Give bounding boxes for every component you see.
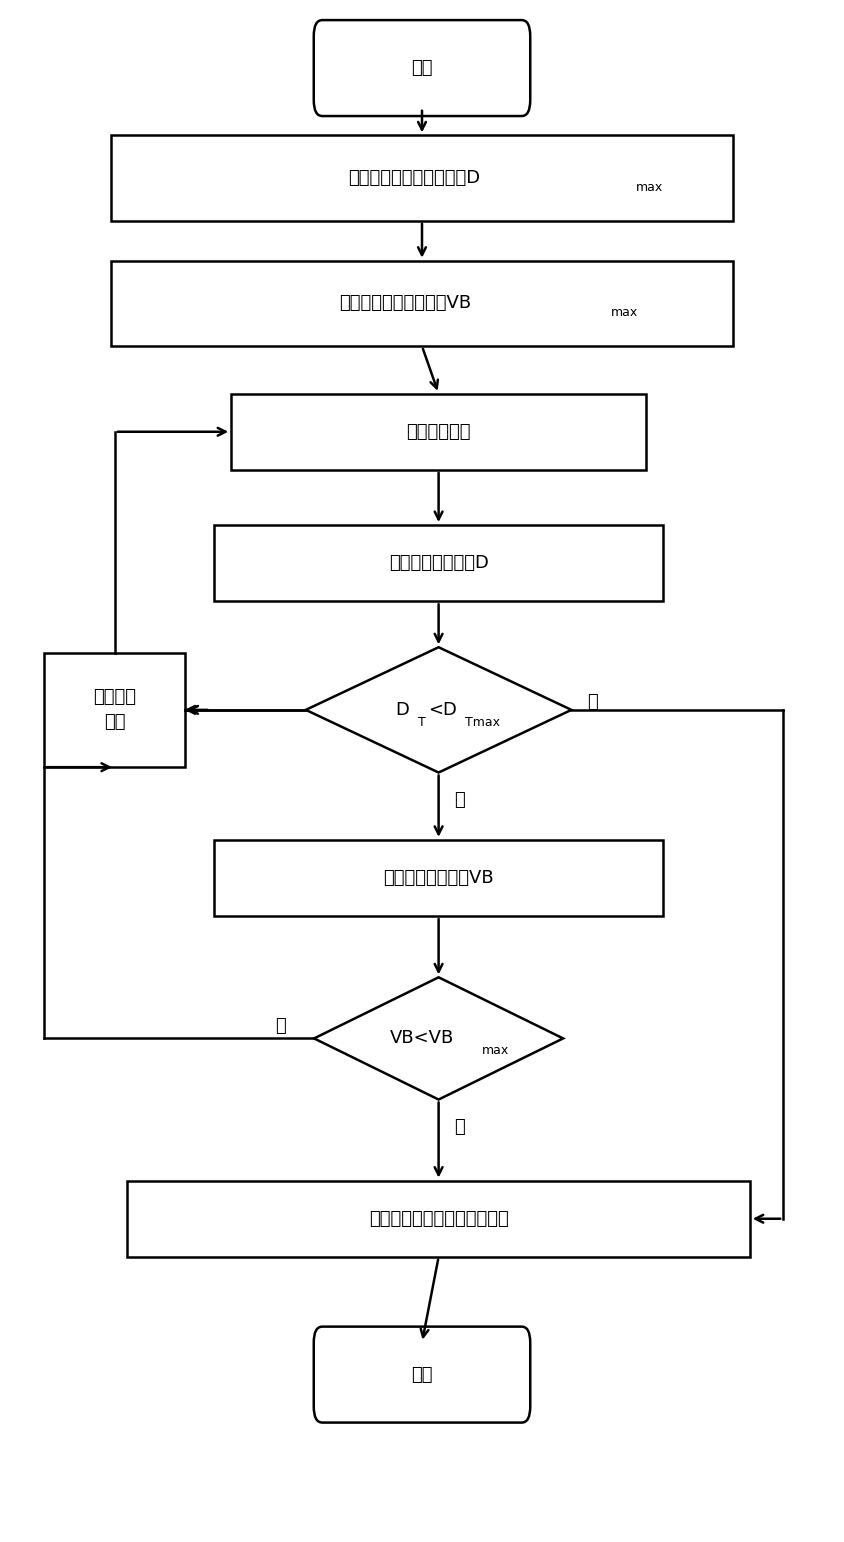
Text: 开始: 开始 [411, 59, 433, 77]
Text: max: max [636, 180, 663, 194]
Text: 设置孔径尺寸精度标准：D: 设置孔径尺寸精度标准：D [348, 170, 479, 187]
Bar [111, 136, 733, 221]
Text: D: D [396, 702, 409, 719]
Text: Tmax: Tmax [465, 715, 500, 729]
Text: 否: 否 [454, 1118, 465, 1136]
Bar [231, 393, 647, 470]
Bar [214, 840, 663, 916]
FancyBboxPatch shape [314, 1326, 530, 1423]
Polygon shape [314, 978, 563, 1099]
FancyBboxPatch shape [314, 20, 530, 116]
Bar [111, 261, 733, 347]
Text: T: T [418, 715, 426, 729]
Text: 否: 否 [587, 694, 598, 711]
Text: max: max [481, 1044, 509, 1058]
Text: 结束: 结束 [411, 1366, 433, 1383]
Text: 设置后刀面磨钝标准：VB: 设置后刀面磨钝标准：VB [339, 295, 472, 313]
Text: 铰刀刀具寿命：当前铰孔数量: 铰刀刀具寿命：当前铰孔数量 [369, 1210, 508, 1227]
Text: 计算后刀面磨损值VB: 计算后刀面磨损值VB [383, 870, 494, 887]
Text: 是: 是 [275, 1018, 286, 1035]
Bar [214, 524, 663, 601]
Text: VB<VB: VB<VB [390, 1030, 454, 1047]
Bar [127, 1181, 749, 1257]
Polygon shape [306, 648, 571, 773]
Text: 计算孔径尺寸误差D: 计算孔径尺寸误差D [389, 554, 489, 572]
Bar [44, 652, 186, 768]
Text: max: max [611, 305, 639, 319]
Text: 增加铰孔
数量: 增加铰孔 数量 [94, 688, 137, 731]
Text: 输入铰孔数量: 输入铰孔数量 [406, 423, 471, 441]
Text: 是: 是 [454, 791, 465, 810]
Text: <D: <D [428, 702, 457, 719]
